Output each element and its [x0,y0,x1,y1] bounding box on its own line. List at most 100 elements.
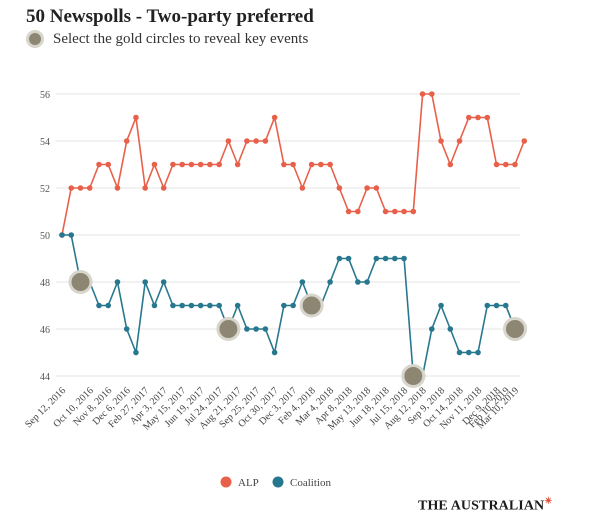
coalition-point [373,255,380,262]
alp-point [318,161,324,168]
coalition-point [299,279,306,285]
y-tick-label: 46 [40,325,50,336]
y-tick-label: 52 [40,184,50,195]
coalition-point [382,255,389,262]
coalition-point [502,302,509,309]
series-lines [59,91,528,379]
key-event-marker[interactable] [299,293,324,318]
alp-point [142,185,149,191]
coalition-point [493,302,500,309]
key-event-marker[interactable] [68,270,93,294]
alp-point [355,208,361,215]
alp-point [401,208,407,215]
key-event-marker[interactable] [401,364,426,388]
coalition-point [465,349,472,356]
coalition-point [345,255,352,262]
alp-point [77,185,84,191]
alp-point [271,114,278,121]
alp-point [160,185,167,191]
alp-point [179,161,185,168]
alp-point [512,161,518,168]
coalition-point [179,302,185,309]
alp-point [299,185,306,191]
alp-point [382,208,389,215]
y-axis-ticks: 44 46 48 50 52 54 56 [40,90,50,383]
coalition-point [290,302,296,309]
y-tick-label: 44 [40,372,50,383]
alp-point [225,138,232,144]
coalition-point [114,279,121,285]
alp-point [373,185,380,191]
alp-point [447,161,454,168]
coalition-point [207,302,213,309]
alp-point [327,161,333,168]
alp-point [475,114,481,121]
alp-point [105,161,112,168]
key-event-markers [68,270,527,388]
alp-legend-label: ALP [238,477,259,489]
brand-logo: THE AUSTRALIAN✴ [418,496,553,515]
alp-point [281,161,287,168]
coalition-point [244,326,250,332]
brand-star-icon: ✴ [544,496,553,507]
y-tick-label: 54 [40,137,50,148]
coalition-point [151,302,158,309]
alp-point [170,161,176,168]
key-events-hint: Select the gold circles to reveal key ev… [26,30,308,48]
coalition-point [96,302,102,309]
y-tick-label: 50 [40,231,50,242]
alp-point [345,208,352,215]
alp-point [96,161,102,168]
alp-point [133,114,139,121]
coalition-point [133,349,139,356]
coalition-point [447,326,454,332]
coalition-point [262,326,269,332]
coalition-legend-label: Coalition [290,477,331,489]
alp-point [502,161,509,168]
coalition-point [142,279,149,285]
alp-point [336,185,343,191]
coalition-point [484,302,491,309]
alp-point [308,161,315,168]
coalition-point [428,326,435,332]
alp-point [114,185,121,191]
alp-point [364,185,370,191]
key-events-hint-text: Select the gold circles to reveal key ev… [53,30,309,47]
alp-point [456,138,463,144]
alp-point [465,114,472,121]
coalition-point [105,302,112,309]
coalition-point [160,279,167,285]
alp-point [428,91,435,97]
coalition-point [355,279,361,285]
alp-point [207,161,213,168]
coalition-point [327,279,333,285]
alp-point [419,91,426,97]
alp-point [521,138,528,144]
alp-point [151,161,158,168]
gold-circle-icon [26,30,44,48]
y-tick-label: 56 [40,90,50,101]
alp-point [86,185,93,191]
alp-point [253,138,259,144]
alp-point [392,208,398,215]
key-event-marker[interactable] [503,317,527,341]
alp-point [410,208,417,215]
coalition-point [253,326,259,332]
coalition-point [281,302,287,309]
coalition-point [475,349,481,356]
brand-name: THE AUSTRALIAN [418,498,545,514]
coalition-point [234,302,241,309]
alp-point [234,161,241,168]
coalition-legend-swatch [272,476,284,488]
key-event-marker[interactable] [216,317,241,341]
grid-lines [56,93,520,377]
coalition-point [59,232,65,238]
alp-point [188,161,195,168]
coalition-point [392,255,398,262]
coalition-point [364,279,370,285]
coalition-point [123,326,130,332]
coalition-point [68,232,75,238]
alp-point [262,138,269,144]
coalition-point [271,349,278,356]
